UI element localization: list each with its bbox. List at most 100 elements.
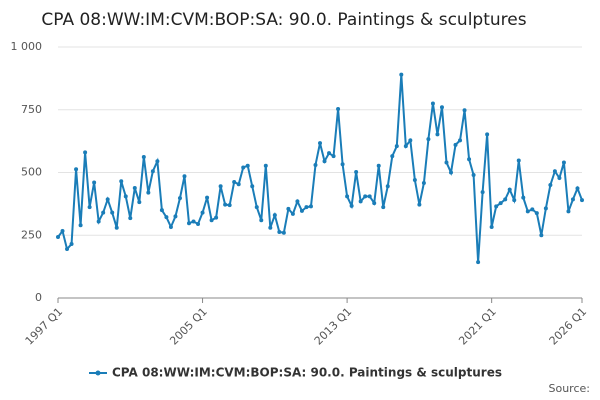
y-tick-label: 500: [21, 166, 42, 179]
point: [516, 158, 521, 163]
point: [101, 210, 106, 215]
point: [580, 198, 584, 203]
point: [277, 229, 282, 234]
point: [403, 144, 408, 149]
point: [205, 195, 210, 200]
point: [173, 214, 178, 219]
point: [485, 132, 490, 137]
point: [110, 210, 115, 215]
point: [417, 202, 422, 207]
point: [399, 72, 404, 77]
point: [218, 184, 223, 189]
point: [390, 154, 395, 159]
point: [507, 187, 512, 192]
point: [92, 180, 97, 185]
point: [367, 194, 372, 199]
point: [187, 221, 191, 226]
point: [56, 235, 60, 240]
point: [313, 162, 318, 167]
point: [272, 213, 277, 218]
point: [87, 205, 92, 210]
point: [358, 199, 363, 204]
point: [539, 233, 544, 238]
point: [512, 198, 517, 203]
point: [498, 201, 503, 206]
point: [191, 219, 196, 224]
point: [340, 162, 345, 167]
point: [60, 228, 65, 233]
point: [530, 207, 535, 212]
point: [182, 174, 187, 179]
point: [412, 178, 417, 183]
legend-marker: [95, 370, 101, 376]
point: [435, 132, 440, 137]
point: [349, 203, 354, 208]
point: [430, 101, 435, 106]
point: [290, 211, 295, 216]
x-tick-label: 1997 Q1: [23, 305, 66, 348]
point: [74, 167, 79, 172]
point: [78, 223, 83, 228]
y-tick-label: 1 000: [11, 40, 43, 53]
point: [268, 225, 273, 230]
point: [200, 210, 205, 215]
point: [354, 169, 359, 174]
point: [471, 173, 476, 178]
point: [453, 142, 458, 147]
point: [426, 137, 431, 142]
point: [467, 157, 472, 162]
point: [177, 196, 182, 201]
point: [575, 186, 580, 191]
point: [566, 209, 571, 214]
point: [548, 183, 553, 188]
point: [308, 204, 313, 209]
point: [408, 138, 413, 143]
point: [241, 165, 246, 170]
point: [236, 182, 241, 187]
point: [444, 160, 449, 165]
point: [385, 184, 390, 189]
point: [318, 141, 322, 146]
point: [150, 169, 155, 174]
point: [503, 197, 508, 202]
point: [286, 206, 291, 211]
point: [458, 138, 463, 143]
point: [561, 160, 566, 165]
point: [299, 208, 304, 213]
point: [65, 247, 70, 252]
point: [336, 106, 341, 111]
point: [525, 209, 530, 214]
point: [570, 197, 575, 202]
point: [331, 154, 336, 159]
point: [263, 163, 268, 168]
point: [394, 144, 399, 149]
point: [345, 194, 350, 199]
x-tick-label: 2013 Q1: [312, 305, 355, 348]
point: [449, 170, 453, 175]
point: [168, 224, 173, 229]
point: [494, 204, 499, 209]
point: [381, 205, 386, 210]
point: [227, 203, 232, 208]
point: [462, 108, 467, 113]
point: [489, 224, 494, 229]
point: [155, 159, 160, 164]
point: [105, 197, 110, 202]
point: [196, 221, 201, 226]
x-tick-label: 2021 Q1: [456, 305, 499, 348]
point: [557, 176, 562, 181]
legend-label[interactable]: CPA 08:WW:IM:CVM:BOP:SA: 90.0. Paintings…: [112, 366, 502, 380]
point: [534, 211, 539, 216]
point: [159, 208, 164, 213]
point: [132, 186, 137, 191]
point: [322, 159, 327, 164]
point: [480, 190, 485, 195]
point: [137, 200, 142, 205]
point: [376, 163, 381, 168]
point: [83, 150, 88, 155]
point: [69, 242, 74, 247]
x-tick-label: 2005 Q1: [167, 305, 210, 348]
point: [209, 218, 214, 223]
point: [439, 105, 444, 110]
